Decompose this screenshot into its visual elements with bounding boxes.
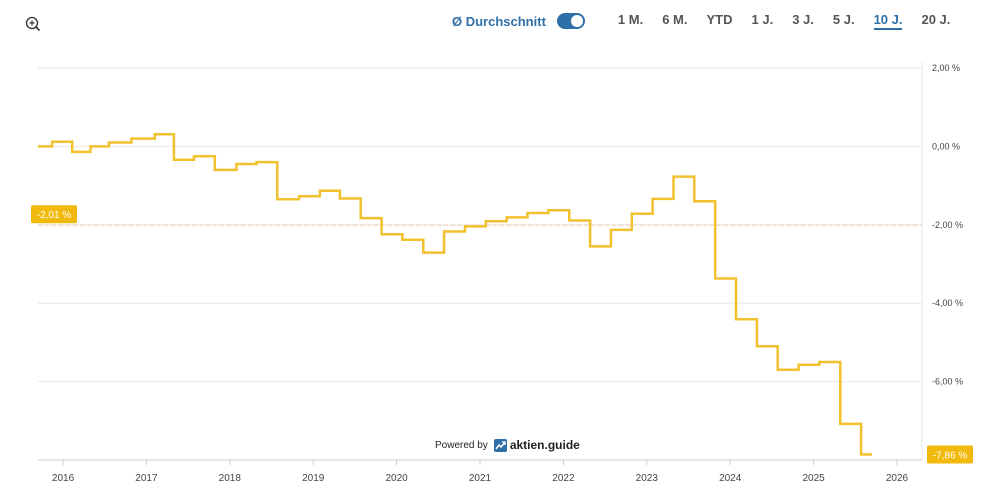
brand-logo[interactable]: aktien.guide <box>493 438 580 452</box>
x-tick-label: 2020 <box>385 473 408 484</box>
x-tick-label: 2023 <box>636 473 659 484</box>
average-label: Ø Durchschnitt <box>452 13 546 29</box>
y-axis: 2,00 % 0,00 % -2,00 % -4,00 % -6,00 % <box>932 63 963 387</box>
zoom-in-icon[interactable] <box>24 15 42 33</box>
x-tick-label: 2018 <box>219 473 242 484</box>
trend-up-icon <box>493 438 507 452</box>
range-button[interactable]: YTD <box>706 12 733 27</box>
average-badge-label: -2,01 % <box>37 210 72 221</box>
chart-toolbar: Ø Durchschnitt 1 M. 6 M. YTD 1 J. 3 J. 5 J. 10… <box>452 12 950 30</box>
last-value-badge: -7,86 % <box>927 445 973 464</box>
y-tick-label: -2,00 % <box>932 220 963 230</box>
range-button[interactable]: 1 M. <box>617 12 644 27</box>
average-toggle[interactable] <box>556 13 585 29</box>
value-badges: -2,01 % -7,86 % <box>31 205 973 464</box>
y-tick-label: -4,00 % <box>932 298 963 308</box>
average-badge-bg <box>31 205 77 224</box>
x-tick-label: 2017 <box>135 473 158 484</box>
range-button[interactable]: 1 J. <box>751 12 774 27</box>
powered-by-label: Powered by <box>435 439 488 451</box>
range-button[interactable]: 5 J. <box>832 12 855 27</box>
series-group <box>38 132 872 456</box>
x-tick-label: 2019 <box>302 473 325 484</box>
range-button[interactable]: 10 J. <box>873 12 903 30</box>
last-value-badge-bg <box>927 445 973 464</box>
range-button[interactable]: 20 J. <box>921 12 951 27</box>
y-tick-label: -6,00 % <box>932 377 963 387</box>
x-tick-label: 2024 <box>719 473 742 484</box>
toggle-knob <box>570 15 583 27</box>
x-tick-label: 2022 <box>552 473 575 484</box>
average-badge: -2,01 % <box>31 205 77 224</box>
range-button[interactable]: 6 M. <box>662 12 688 27</box>
x-axis: 2016 2017 2018 2019 2020 2021 2022 2023 2024 2025… <box>52 460 909 484</box>
x-tick-label: 2021 <box>469 473 492 484</box>
x-tick-label: 2026 <box>886 473 909 484</box>
range-button[interactable]: 3 J. <box>792 12 814 27</box>
last-value-badge-label: -7,86 % <box>933 451 968 462</box>
series-line <box>38 132 872 456</box>
y-tick-label: 0,00 % <box>932 141 960 151</box>
range-selector: 1 M. 6 M. YTD 1 J. 3 J. 5 J. 10 J. 20 J. <box>599 12 951 30</box>
gridlines <box>38 62 923 461</box>
powered-by: Powered by aktien.guide <box>435 438 580 452</box>
y-tick-label: 2,00 % <box>932 63 960 73</box>
brand-name: aktien.guide <box>509 438 580 452</box>
x-tick-label: 2016 <box>52 473 75 484</box>
x-tick-label: 2025 <box>802 473 825 484</box>
